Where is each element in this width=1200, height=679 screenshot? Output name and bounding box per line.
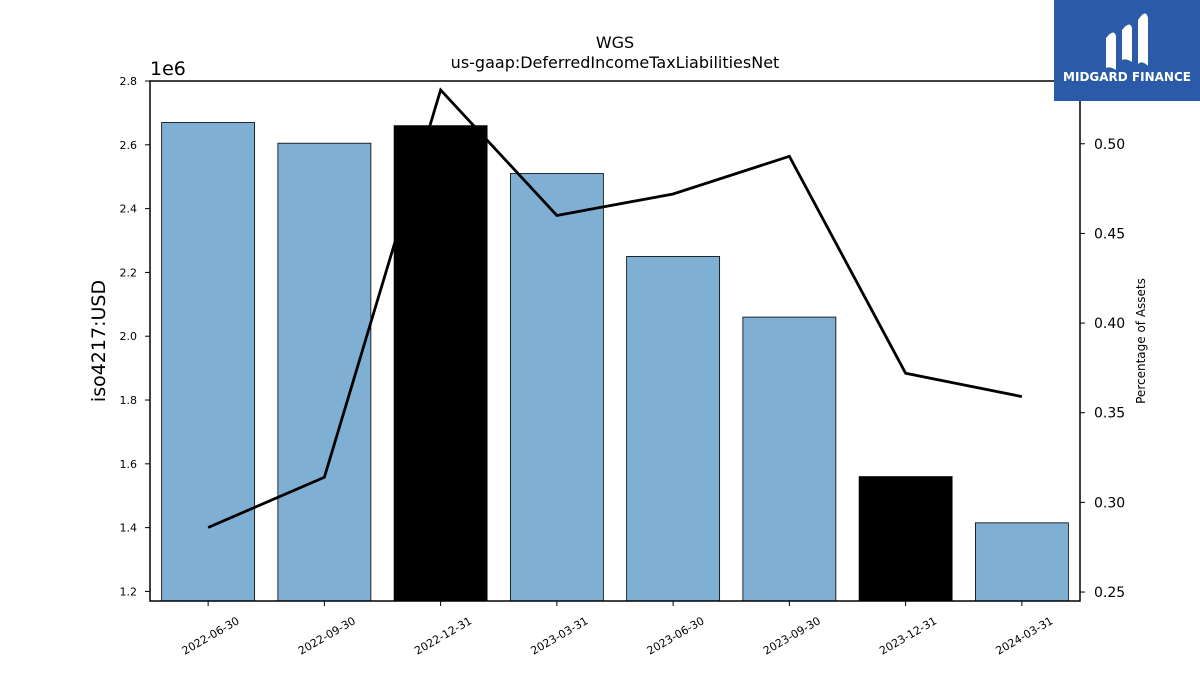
chart-subtitle: us-gaap:DeferredIncomeTaxLiabilitiesNet <box>451 53 780 72</box>
logo-text: MIDGARD FINANCE <box>1063 70 1191 84</box>
plot-frame <box>149 80 1081 602</box>
x-tick-label: 2023-06-30 <box>645 614 707 657</box>
bar-2023-06-30 <box>626 256 721 601</box>
y2-axis-ticks: 0.25 0.30 0.35 0.40 0.45 0.50 <box>1080 137 1125 601</box>
y2-tick-label: 0.25 <box>1094 585 1125 601</box>
y2-tick-label: 0.50 <box>1094 137 1125 153</box>
x-tick-label: 2023-09-30 <box>761 614 823 657</box>
y-tick-label: 2.8 <box>120 75 138 88</box>
x-tick-label: 2022-12-31 <box>412 614 474 657</box>
percentage-of-assets-line <box>207 87 1023 529</box>
x-tick-label: 2022-09-30 <box>296 614 358 657</box>
x-axis-ticks: 2022-06-30 2022-09-30 2022-12-31 2023-03-31… <box>180 601 1056 658</box>
bar-2022-12-31 <box>393 125 488 601</box>
midgard-finance-logo: MIDGARD FINANCE <box>1054 0 1200 101</box>
x-tick-label: 2024-03-31 <box>994 614 1056 657</box>
bars-layer <box>161 122 1069 601</box>
y2-tick-label: 0.35 <box>1094 406 1125 422</box>
y-tick-label: 1.4 <box>120 522 138 535</box>
y-tick-label: 2.0 <box>120 330 138 343</box>
bar-2023-03-31 <box>509 173 604 601</box>
y2-tick-label: 0.30 <box>1094 495 1125 511</box>
y-tick-label: 1.2 <box>120 585 138 598</box>
logo-mark-icon <box>1106 13 1148 70</box>
line-layer <box>207 87 1023 529</box>
y2-tick-label: 0.40 <box>1094 316 1125 332</box>
y-axis-ticks: 1.2 1.4 1.6 1.8 2.0 2.2 2.4 2.6 2.8 <box>120 75 150 598</box>
y-tick-label: 2.6 <box>120 139 138 152</box>
bar-2023-12-31 <box>858 476 953 601</box>
y-offset-label: 1e6 <box>150 58 186 80</box>
y-tick-label: 2.2 <box>120 266 138 279</box>
y2-axis-label: Percentage of Assets <box>1134 278 1148 404</box>
y-tick-label: 2.4 <box>120 203 138 216</box>
bar-2024-03-31 <box>974 522 1069 601</box>
bar-2022-06-30 <box>161 122 256 601</box>
y-tick-label: 1.8 <box>120 394 138 407</box>
y2-tick-label: 0.45 <box>1094 226 1125 242</box>
y-axis-label: iso4217:USD <box>88 280 110 402</box>
y-tick-label: 1.6 <box>120 458 138 471</box>
bar-2023-09-30 <box>742 316 837 601</box>
chart-title: WGS <box>596 33 634 52</box>
x-tick-label: 2022-06-30 <box>180 614 242 657</box>
x-tick-label: 2023-03-31 <box>529 614 591 657</box>
x-tick-label: 2023-12-31 <box>877 614 939 657</box>
